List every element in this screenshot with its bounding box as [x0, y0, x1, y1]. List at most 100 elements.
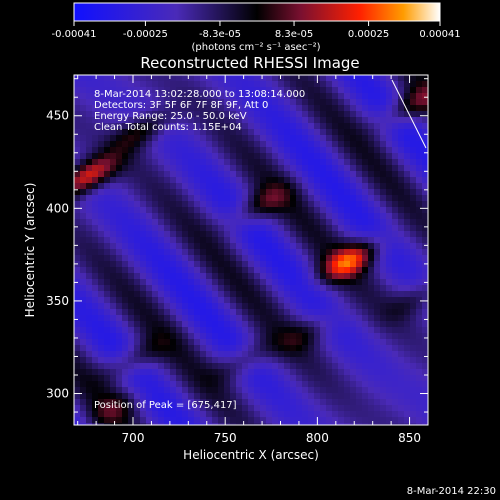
heatmap-cell — [242, 255, 248, 261]
heatmap-cell — [212, 411, 218, 417]
heatmap-cell — [272, 117, 278, 123]
heatmap-cell — [248, 255, 254, 261]
heatmap-cell — [350, 159, 356, 165]
heatmap-cell — [200, 93, 206, 99]
heatmap-cell — [362, 201, 368, 207]
heatmap-cell — [332, 153, 338, 159]
heatmap-cell — [380, 219, 386, 225]
heatmap-cell — [140, 375, 146, 381]
heatmap-cell — [260, 387, 266, 393]
heatmap-cell — [74, 159, 80, 165]
heatmap-cell — [332, 363, 338, 369]
heatmap-cell — [302, 411, 308, 417]
heatmap-cell — [218, 135, 224, 141]
heatmap-cell — [380, 201, 386, 207]
heatmap-cell — [104, 417, 110, 423]
heatmap-cell — [248, 237, 254, 243]
heatmap-cell — [266, 93, 272, 99]
heatmap-cell — [92, 111, 98, 117]
heatmap-cell — [182, 333, 188, 339]
heatmap-cell — [92, 231, 98, 237]
heatmap-cell — [344, 303, 350, 309]
heatmap-cell — [368, 189, 374, 195]
heatmap-cell — [392, 255, 398, 261]
heatmap-cell — [338, 219, 344, 225]
heatmap-cell — [410, 303, 416, 309]
heatmap-cell — [200, 399, 206, 405]
heatmap-cell — [374, 177, 380, 183]
heatmap-cell — [206, 207, 212, 213]
heatmap-cell — [164, 273, 170, 279]
heatmap-cell — [278, 387, 284, 393]
heatmap-cell — [368, 231, 374, 237]
heatmap-cell — [248, 141, 254, 147]
heatmap-cell — [398, 201, 404, 207]
heatmap-cell — [392, 177, 398, 183]
heatmap-cell — [194, 351, 200, 357]
heatmap-cell — [170, 117, 176, 123]
heatmap-cell — [254, 303, 260, 309]
heatmap-cell — [362, 93, 368, 99]
heatmap-cell — [98, 261, 104, 267]
heatmap-cell — [74, 285, 80, 291]
heatmap-cell — [368, 123, 374, 129]
heatmap-cell — [146, 177, 152, 183]
heatmap-cell — [218, 405, 224, 411]
heatmap-cell — [182, 165, 188, 171]
heatmap-cell — [386, 207, 392, 213]
heatmap-cell — [350, 183, 356, 189]
heatmap-cell — [218, 369, 224, 375]
heatmap-cell — [164, 381, 170, 387]
heatmap-cell — [140, 315, 146, 321]
heatmap-cell — [164, 105, 170, 111]
heatmap-cell — [302, 351, 308, 357]
heatmap-cell — [224, 105, 230, 111]
heatmap-cell — [92, 381, 98, 387]
heatmap-cell — [314, 105, 320, 111]
heatmap-cell — [218, 339, 224, 345]
heatmap-cell — [320, 423, 326, 425]
heatmap-cell — [158, 177, 164, 183]
heatmap-cell — [122, 381, 128, 387]
heatmap-cell — [230, 99, 236, 105]
heatmap-cell — [200, 297, 206, 303]
heatmap-cell — [392, 273, 398, 279]
heatmap-cell — [128, 381, 134, 387]
heatmap-cell — [362, 369, 368, 375]
heatmap-cell — [194, 381, 200, 387]
heatmap-cell — [278, 297, 284, 303]
heatmap-cell — [80, 369, 86, 375]
heatmap-cell — [242, 387, 248, 393]
heatmap-cell — [326, 351, 332, 357]
heatmap-cell — [362, 345, 368, 351]
heatmap-cell — [386, 243, 392, 249]
heatmap-cell — [302, 123, 308, 129]
heatmap-cell — [296, 405, 302, 411]
heatmap-cell — [302, 327, 308, 333]
heatmap-cell — [218, 249, 224, 255]
heatmap-cell — [122, 93, 128, 99]
heatmap-cell — [284, 147, 290, 153]
heatmap-cell — [344, 141, 350, 147]
heatmap-cell — [200, 135, 206, 141]
heatmap-cell — [314, 237, 320, 243]
heatmap-cell — [122, 231, 128, 237]
heatmap-cell — [170, 195, 176, 201]
heatmap-cell — [332, 231, 338, 237]
heatmap-cell — [416, 369, 422, 375]
heatmap-cell — [374, 195, 380, 201]
heatmap-cell — [374, 201, 380, 207]
heatmap-cell — [356, 183, 362, 189]
heatmap-cell — [224, 237, 230, 243]
heatmap-cell — [392, 135, 398, 141]
heatmap-cell — [176, 153, 182, 159]
heatmap-cell — [146, 183, 152, 189]
heatmap-cell — [332, 357, 338, 363]
heatmap-cell — [320, 111, 326, 117]
heatmap-cell — [152, 183, 158, 189]
heatmap-cell — [302, 159, 308, 165]
heatmap-cell — [74, 183, 80, 189]
heatmap-cell — [308, 369, 314, 375]
heatmap-cell — [302, 165, 308, 171]
heatmap-cell — [236, 417, 242, 423]
